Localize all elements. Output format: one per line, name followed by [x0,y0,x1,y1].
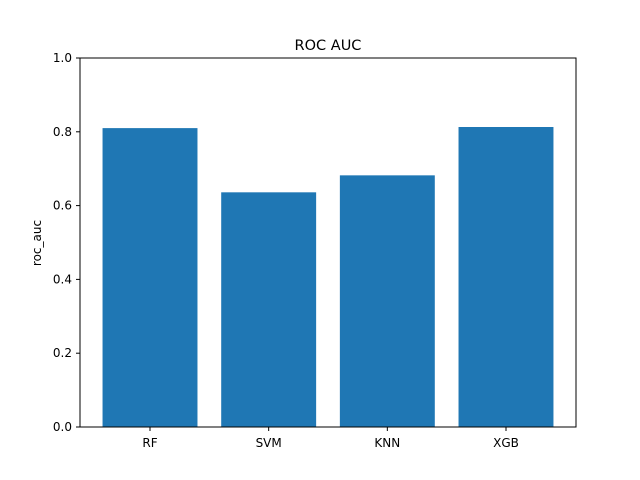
chart-title: ROC AUC [295,38,362,54]
bar-rf [102,128,198,428]
y-tick-label: 0.0 [53,420,72,434]
x-tick-label: RF [142,436,157,450]
y-axis-label: roc_auc [30,220,44,266]
x-axis-ticks: RF SVM KNN XGB [142,427,519,450]
y-axis-ticks: 0.0 0.2 0.4 0.6 0.8 1.0 [53,51,80,434]
y-tick-label: 0.2 [53,346,72,360]
y-tick-label: 0.6 [53,199,72,213]
x-tick-label: KNN [374,436,400,450]
plot-frame [79,57,577,428]
x-tick-label: XGB [493,436,519,450]
y-tick-label: 0.8 [53,125,72,139]
y-tick-label: 0.4 [53,272,72,286]
bar-svm [221,192,317,427]
x-tick-label: SVM [256,436,282,450]
bar-knn [339,175,435,427]
y-tick-label: 1.0 [53,51,72,65]
bars-group [102,127,554,428]
bar-xgb [458,127,554,428]
